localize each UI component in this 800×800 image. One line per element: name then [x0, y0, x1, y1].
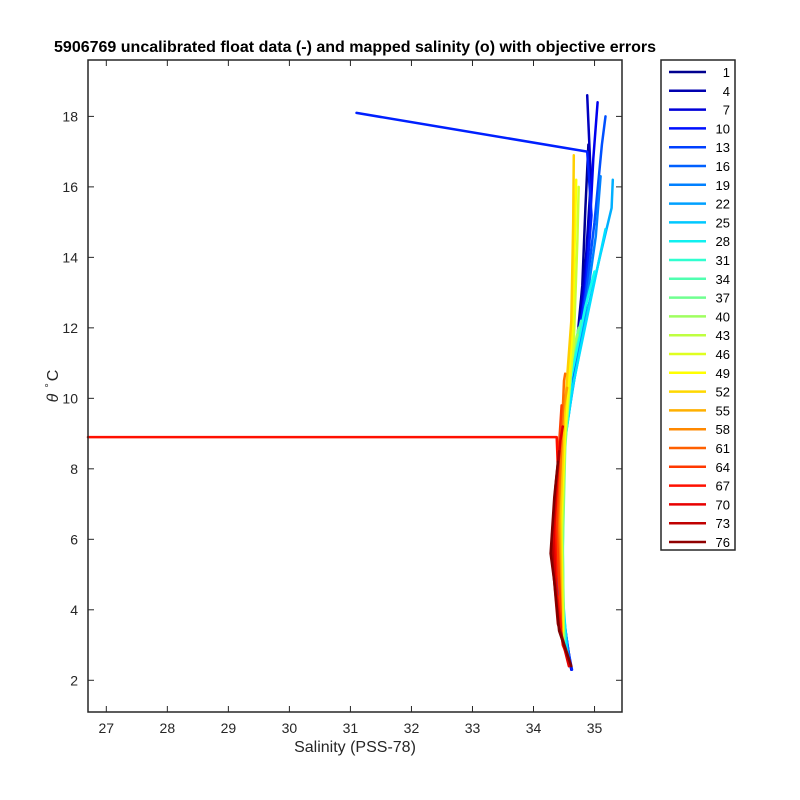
legend-label: 46	[716, 347, 730, 362]
y-tick-label: 2	[70, 672, 78, 688]
y-tick-label: 4	[70, 602, 78, 618]
x-axis-label: Salinity (PSS-78)	[294, 739, 416, 756]
y-axis: 2 4 6 8 10 12 14 16 18	[62, 108, 622, 688]
legend-label: 64	[716, 460, 730, 475]
legend-label: 70	[716, 497, 730, 512]
x-tick-label: 27	[99, 720, 115, 736]
x-tick-label: 31	[343, 720, 359, 736]
y-tick-label: 14	[62, 249, 78, 265]
plot-area	[88, 60, 622, 712]
x-tick-label: 33	[465, 720, 481, 736]
legend-label: 58	[716, 422, 730, 437]
legend-label: 73	[716, 516, 730, 531]
x-tick-label: 34	[526, 720, 542, 736]
y-axis-label-unit: C	[45, 370, 62, 382]
legend-label: 10	[716, 121, 730, 136]
y-tick-label: 8	[70, 461, 78, 477]
y-axis-label-symbol: θ	[45, 393, 62, 402]
x-tick-label: 30	[282, 720, 298, 736]
legend-label: 37	[716, 291, 730, 306]
y-axis-label: θ °C	[44, 370, 62, 403]
x-tick-label: 29	[221, 720, 237, 736]
y-tick-label: 10	[62, 390, 78, 406]
legend-label: 13	[716, 140, 730, 155]
legend-label: 16	[716, 159, 730, 174]
legend-label: 4	[723, 84, 730, 99]
x-tick-label: 28	[160, 720, 176, 736]
legend-box	[660, 59, 736, 551]
legend-label: 76	[716, 535, 730, 550]
legend-label: 34	[716, 272, 730, 287]
degree-symbol: °	[44, 383, 56, 387]
legend-label: 40	[716, 309, 730, 324]
legend-label: 55	[716, 403, 730, 418]
legend: 1 4 7 10 13 16 19 22 25 28 31 34 37 40 43 46 49 52 55 58 61 6…	[660, 59, 736, 551]
plot-frame	[87, 59, 623, 713]
legend-label: 31	[716, 253, 730, 268]
legend-label: 19	[716, 178, 730, 193]
y-tick-label: 12	[62, 320, 78, 336]
legend-label: 28	[716, 234, 730, 249]
chart-title: 5906769 uncalibrated float data (-) and …	[54, 39, 656, 56]
x-tick-label: 32	[404, 720, 420, 736]
y-tick-label: 18	[62, 108, 78, 124]
legend-label: 49	[716, 366, 730, 381]
legend-label: 25	[716, 215, 730, 230]
legend-label: 52	[716, 385, 730, 400]
legend-label: 1	[723, 65, 730, 80]
legend-label: 61	[716, 441, 730, 456]
legend-label: 43	[716, 328, 730, 343]
x-axis: 27 28 29 30 31 32 33 34 35	[99, 60, 603, 736]
y-tick-label: 6	[70, 531, 78, 547]
x-tick-label: 35	[587, 720, 603, 736]
legend-label: 22	[716, 197, 730, 212]
y-tick-label: 16	[62, 179, 78, 195]
legend-label: 67	[716, 479, 730, 494]
series-layer	[86, 93, 615, 671]
legend-label: 7	[723, 103, 730, 118]
series-line-64	[549, 460, 573, 668]
